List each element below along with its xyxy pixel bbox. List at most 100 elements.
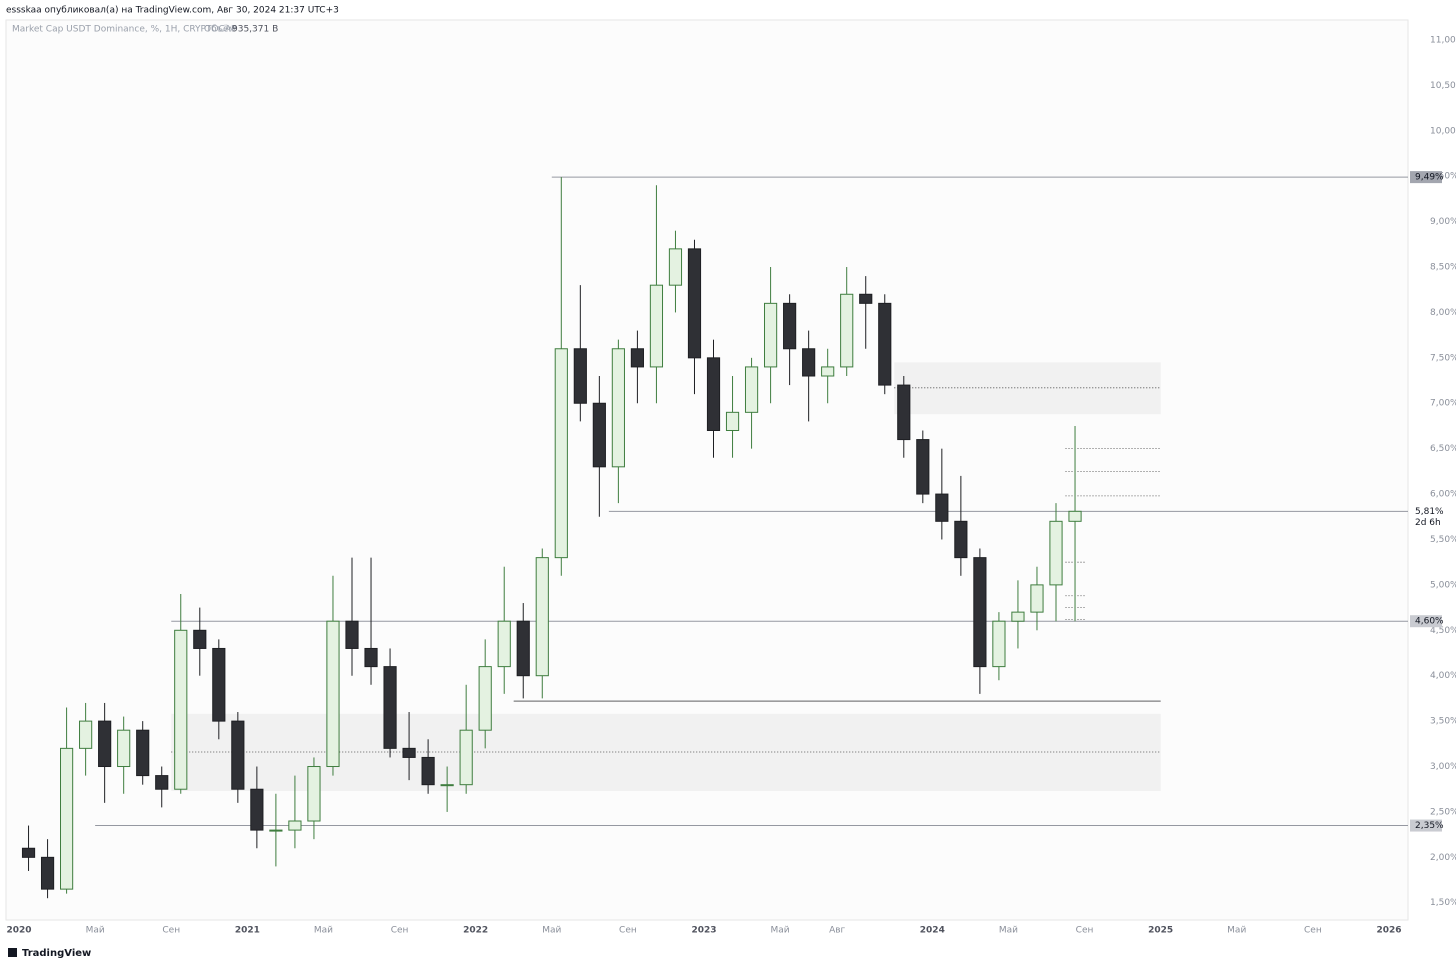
candle-body [516,620,530,677]
candle-body [1049,520,1063,586]
y-tick-label: 1,50% [1430,898,1456,908]
candle-body [573,348,587,404]
candle-body [459,729,473,786]
candle-body [383,666,397,749]
price-label: 4,60% [1415,617,1444,627]
y-tick-label: 3,50% [1430,717,1456,727]
price-label: 9,49% [1415,173,1444,183]
candle-body [402,747,416,758]
x-tick-label: 2025 [1148,926,1173,936]
candle-body [326,620,340,768]
x-tick-label: 2022 [463,926,488,936]
header: essskaa опубликовал(а) на TradingView.co… [6,6,339,16]
candle-body [973,557,987,668]
brand: TradingView [22,948,91,959]
candle-body [535,557,549,677]
candle-body [174,629,188,790]
candle-body [821,366,835,377]
x-tick-label: 2021 [235,926,260,936]
x-tick-label: 2020 [6,926,31,936]
candle-body [649,284,664,368]
x-tick-label: Авг [829,926,845,936]
candle-body [288,820,302,831]
candle-body [783,302,797,350]
candle-body [364,647,378,668]
candle-body [421,756,435,786]
candle-body [1011,611,1025,622]
candle-body [117,729,131,768]
x-tick-label: Сен [1304,926,1322,936]
x-tick-label: Сен [391,926,409,936]
logo [8,948,17,957]
y-tick-label: 9,50% [1430,172,1456,182]
price-label-bg [1410,615,1442,628]
candle-body [136,729,150,777]
candle-body [1030,584,1044,613]
legend-title: Market Cap USDT Dominance, %, 1H, CRYPTO… [12,25,237,35]
candle-body [706,357,721,431]
y-tick-label: 10,00% [1430,126,1456,136]
candle-body [212,647,226,722]
y-tick-label: 6,50% [1430,444,1456,454]
x-tick-label: Май [999,926,1018,936]
price-label-bg [1410,171,1442,184]
candle-body [992,620,1006,668]
candle-body [478,666,492,731]
y-tick-label: 7,00% [1430,399,1456,409]
y-tick-label: 8,50% [1430,263,1456,273]
candle-body [878,302,892,386]
x-tick-label: Май [542,926,561,936]
x-tick-label: 2024 [920,926,945,936]
candle-body [497,620,511,668]
x-tick-label: Сен [619,926,637,936]
y-tick-label: 4,50% [1430,626,1456,636]
x-tick-label: 2026 [1376,926,1401,936]
candle-body [935,493,949,522]
x-tick-label: Сен [1076,926,1094,936]
candle-body [440,784,454,787]
y-tick-label: 10,50% [1430,81,1456,91]
candle-body [764,302,778,368]
candle-body [725,411,740,431]
x-tick-label: Май [771,926,790,936]
candle-body [744,366,759,413]
candle-body [345,620,359,649]
countdown: 2d 6h [1415,518,1441,528]
price-label-bg [1410,819,1442,832]
volume-label: Объём [204,25,235,35]
y-tick-label: 2,50% [1430,807,1456,817]
candle-body [307,766,321,822]
x-tick-label: Сен [162,926,180,936]
candle-body [155,775,169,790]
candle-body [687,248,702,359]
y-tick-label: 4,00% [1430,671,1456,681]
candle-body [40,856,55,890]
y-tick-label: 5,00% [1430,580,1456,590]
x-tick-label: Май [86,926,105,936]
y-tick-label: 3,00% [1430,762,1456,772]
x-tick-label: Май [314,926,333,936]
candle-body [897,384,911,441]
candle-body [60,747,74,890]
candle-body [554,348,568,559]
y-tick-label: 11,00% [1430,35,1456,45]
candle-body [916,439,930,495]
candle-body [250,788,264,831]
x-tick-label: Май [1227,926,1246,936]
y-tick-label: 5,50% [1430,535,1456,545]
candle-body [21,847,36,858]
candle-body [193,629,207,649]
candle-body [231,720,245,790]
candle-body [592,402,606,468]
candle-body [668,248,683,286]
candle-body [802,348,816,377]
candle-body [269,829,283,832]
candle-body [954,520,968,559]
volume-value: 935,371 B [232,25,278,35]
y-tick-label: 2,00% [1430,853,1456,863]
x-tick-label: 2023 [691,926,716,936]
zone [894,362,1161,415]
candle-body [859,293,873,304]
candle-body [98,720,112,768]
